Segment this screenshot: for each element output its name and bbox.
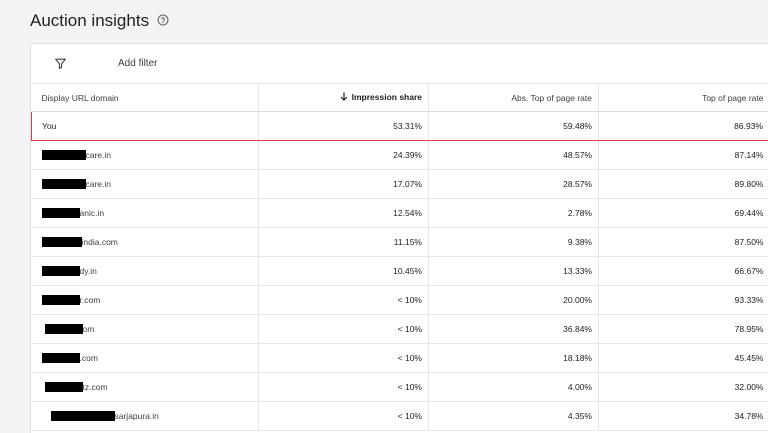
table-row: care.in 17.07% 28.57% 89.80% [32,170,768,199]
column-header-top-rate[interactable]: Top of page rate [599,84,768,112]
top-rate-cell: 93.33% [599,286,768,315]
redaction-bar [42,353,80,363]
table-row: anic.in 12.54% 2.78% 69.44% [32,199,768,228]
table-row-you: You 53.31% 59.48% 86.93% [32,112,768,141]
impression-share-cell: 53.31% [259,112,429,141]
table-row: r.com < 10% 20.00% 93.33% [32,286,768,315]
table-row: om < 10% 36.84% 78.95% [32,315,768,344]
domain-suffix: om [83,324,95,334]
abs-top-rate-cell: 48.57% [429,141,599,170]
redaction-bar [42,179,86,189]
column-header-impression-share[interactable]: Impression share [259,84,429,112]
redaction-bar [42,295,80,305]
abs-top-rate-cell: 2.78% [429,199,599,228]
impression-share-cell: 12.54% [259,199,429,228]
impression-share-cell: < 10% [259,373,429,402]
abs-top-rate-cell: 4.35% [429,402,599,431]
abs-top-rate-cell: 4.00% [429,373,599,402]
domain-cell: r.com [32,286,259,315]
top-rate-cell: 45.45% [599,344,768,373]
impression-share-cell: 17.07% [259,170,429,199]
add-filter-button[interactable]: Add filter [118,58,157,69]
column-header-abs-top-rate[interactable]: Abs. Top of page rate [429,84,599,112]
table-row: dy.in 10.45% 13.33% 66.67% [32,257,768,286]
filter-icon[interactable] [54,57,68,71]
redaction-bar [51,411,115,421]
impression-share-cell: < 10% [259,402,429,431]
top-rate-cell: 87.14% [599,141,768,170]
help-circle-icon[interactable] [157,14,171,28]
impression-share-cell: 11.15% [259,228,429,257]
redaction-bar [42,266,80,276]
impression-share-cell: 10.45% [259,257,429,286]
domain-cell: sarjapura.in [32,402,259,431]
domain-cell: .com [32,344,259,373]
filter-bar: Add filter [31,44,768,84]
top-rate-cell: 87.50% [599,228,768,257]
table-row: .com < 10% 18.18% 45.45% [32,344,768,373]
domain-suffix: care.in [86,150,112,160]
domain-cell: india.com [32,228,259,257]
top-rate-cell: 89.80% [599,170,768,199]
auction-insights-table: Display URL domain Impression share Abs.… [31,84,768,431]
domain-suffix: tz.com [83,382,108,392]
impression-share-cell: < 10% [259,315,429,344]
abs-top-rate-cell: 18.18% [429,344,599,373]
column-header-label: Impression share [352,92,422,102]
arrow-down-icon [340,92,348,103]
impression-share-cell: < 10% [259,344,429,373]
abs-top-rate-cell: 20.00% [429,286,599,315]
domain-cell: dy.in [32,257,259,286]
top-rate-cell: 66.67% [599,257,768,286]
table-header-row: Display URL domain Impression share Abs.… [32,84,768,112]
domain-suffix: sarjapura.in [115,411,159,421]
redaction-bar [42,150,86,160]
top-rate-cell: 86.93% [599,112,768,141]
domain-cell: om [32,315,259,344]
abs-top-rate-cell: 13.33% [429,257,599,286]
domain-suffix: .com [80,353,98,363]
column-header-domain[interactable]: Display URL domain [32,84,259,112]
domain-cell: tz.com [32,373,259,402]
redaction-bar [42,208,80,218]
domain-cell: You [32,112,259,141]
table-row: sarjapura.in < 10% 4.35% 34.78% [32,402,768,431]
abs-top-rate-cell: 9.38% [429,228,599,257]
top-rate-cell: 32.00% [599,373,768,402]
page-title: Auction insights [30,11,149,31]
abs-top-rate-cell: 59.48% [429,112,599,141]
table-row: india.com 11.15% 9.38% 87.50% [32,228,768,257]
top-rate-cell: 78.95% [599,315,768,344]
table-row: care.in 24.39% 48.57% 87.14% [32,141,768,170]
redaction-bar [45,382,83,392]
table-row: tz.com < 10% 4.00% 32.00% [32,373,768,402]
domain-suffix: care.in [86,179,112,189]
impression-share-cell: < 10% [259,286,429,315]
domain-suffix: r.com [80,295,101,305]
abs-top-rate-cell: 28.57% [429,170,599,199]
abs-top-rate-cell: 36.84% [429,315,599,344]
domain-cell: care.in [32,170,259,199]
domain-suffix: india.com [82,237,118,247]
page-header: Auction insights [30,8,171,34]
impression-share-cell: 24.39% [259,141,429,170]
domain-suffix: anic.in [80,208,105,218]
auction-insights-card: Add filter Display URL domain Impression… [30,43,768,433]
redaction-bar [42,237,82,247]
top-rate-cell: 34.78% [599,402,768,431]
domain-cell: care.in [32,141,259,170]
domain-cell: anic.in [32,199,259,228]
redaction-bar [45,324,83,334]
domain-suffix: dy.in [80,266,97,276]
top-rate-cell: 69.44% [599,199,768,228]
